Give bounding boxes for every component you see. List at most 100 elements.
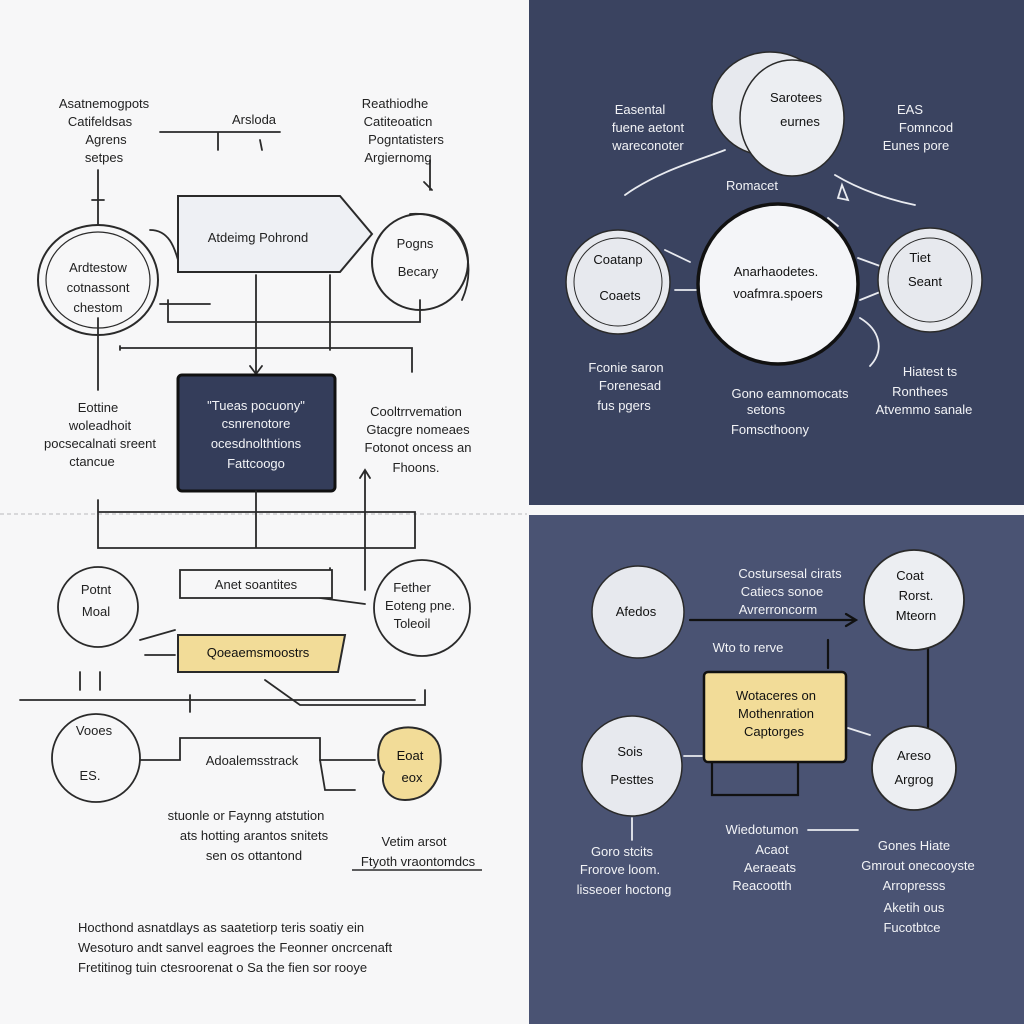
- br-note-right-3: Arropresss: [883, 878, 946, 893]
- bl-circle-left-line-1: Potnt: [81, 582, 112, 597]
- tr-connector-cr: [857, 257, 881, 301]
- tr-label-ramacs: Romacet: [726, 178, 778, 193]
- br-note-right-2: Gmrout onecooyste: [861, 858, 974, 873]
- tr-note-bc-2: setons: [747, 402, 786, 417]
- connector-mid: [119, 345, 413, 373]
- tr-note-bl-3: fus pgers: [597, 398, 651, 413]
- br-circle-tr-line-2: Rorst.: [899, 588, 934, 603]
- br-note-center-1: Wiedotumon: [726, 822, 799, 837]
- br-note-left-3: lisseoer hoctong: [577, 882, 672, 897]
- tr-circle-right-line-1: Tiet: [909, 250, 931, 265]
- note-top-right-2: Catiteoaticn: [364, 114, 433, 129]
- br-circle-tr: [863, 549, 965, 651]
- br-note-top-1: Costursesal cirats: [738, 566, 842, 581]
- connector-right-down: [423, 159, 433, 191]
- tr-connector-left: [624, 149, 726, 196]
- bl-note-cr-2: Gtacgre nomeaes: [366, 422, 470, 437]
- dark-box-line-2: csnrenotore: [222, 416, 291, 431]
- connector-yellow-left: [139, 629, 176, 656]
- tr-note-br-3: Atvemmo sanale: [876, 402, 973, 417]
- tr-circle-top-line-2: eurnes: [780, 114, 820, 129]
- tr-note-tl-3: wareconoter: [611, 138, 684, 153]
- bl-note-cr-3: Fotonot oncess an: [365, 440, 472, 455]
- note-top-center: Arsloda: [232, 112, 277, 127]
- tr-note-tl-2: fuene aetont: [612, 120, 685, 135]
- note-mid-left-2: woleadhoit: [68, 418, 132, 433]
- bl-footer-1: Hocthond asnatdlays as saatetiorp teris …: [78, 920, 364, 935]
- tr-circle-right-line-2: Seant: [908, 274, 942, 289]
- br-circle-bl-line-1: Sois: [617, 744, 643, 759]
- br-yellow-box-line-2: Mothenration: [738, 706, 814, 721]
- br-connector-box-bottom: [710, 760, 800, 797]
- dark-box-line-4: Fattcoogo: [227, 456, 285, 471]
- br-circle-br-line-2: Argrog: [894, 772, 933, 787]
- tr-center-circle: [696, 202, 860, 366]
- right-circle-line-2: Becary: [398, 264, 439, 279]
- pentagon-shape: [177, 195, 374, 273]
- tr-arrowhead: [836, 182, 850, 202]
- bl-yellow-blob-line-2: eox: [402, 770, 423, 785]
- connector-voces: [139, 737, 376, 761]
- bl-yellow-blob-line-1: Eoat: [397, 748, 424, 763]
- br-circle-br: [871, 725, 957, 811]
- bl-note-vetim-2: Ftyoth vraontomdcs: [361, 854, 476, 869]
- tr-center-circle-line-1: Anarhaodetes.: [734, 264, 819, 279]
- br-yellow-box-line-1: Wotaceres on: [736, 688, 816, 703]
- tr-note-bl-1: Fconie saron: [588, 360, 663, 375]
- br-yellow-box: [702, 670, 848, 764]
- tr-note-br-1: Hiatest ts: [903, 364, 958, 379]
- note-top-left-2: Catifeldsas: [68, 114, 133, 129]
- top-left-quadrant: Atdeimg Pohrond Ardtestow cotnassont che…: [37, 96, 470, 493]
- tr-note-bl-2: Forenesad: [599, 378, 661, 393]
- bl-note-bottom-3: sen os ottantond: [206, 848, 302, 863]
- br-label-mid: Wto to rerve: [713, 640, 784, 655]
- left-circle-line-1: Ardtestow: [69, 260, 127, 275]
- tr-center-circle-line-2: voafmra.spoers: [733, 286, 823, 301]
- note-mid-left-1: Eottine: [78, 400, 118, 415]
- bl-circle-left: [57, 566, 139, 648]
- bl-yellow-box-label: Qoeaemsmoostrs: [207, 645, 310, 660]
- connector-left-up: [91, 169, 105, 226]
- bl-note-vetim-1: Vetim arsot: [381, 834, 446, 849]
- connector-bottom-grid: [97, 490, 416, 549]
- bottom-left-quadrant: Potnt Moal Fether Eoteng pne. Toleoil Vo…: [19, 404, 482, 975]
- note-mid-left-3: pocsecalnati sreent: [44, 436, 156, 451]
- dark-box-line-1: "Tueas pocuony": [207, 398, 305, 413]
- connector-long: [19, 671, 416, 701]
- bl-label-adealem: Adoalemsstrack: [206, 753, 299, 768]
- br-circle-bl: [581, 715, 683, 817]
- tr-connector-cl: [664, 249, 701, 291]
- br-circle-tr-line-3: Mteorn: [896, 608, 936, 623]
- bl-circle-left-line-2: Moal: [82, 604, 110, 619]
- tr-note-tl-1: Easental: [615, 102, 666, 117]
- br-circle-tr-line-1: Coat: [896, 568, 924, 583]
- tr-circle-left: [565, 229, 671, 335]
- br-connector-low: [631, 817, 859, 841]
- bl-note-bottom-1: stuonle or Faynng atstution: [168, 808, 325, 823]
- bl-circle-right: [373, 559, 471, 657]
- bl-circle-voces-line-1: Vooes: [76, 723, 113, 738]
- br-note-left-1: Goro stcits: [591, 844, 654, 859]
- connector-vertical-right: [359, 468, 371, 591]
- br-note-right-1: Gones Hiate: [878, 838, 950, 853]
- bl-circle-right-line-3: Toleoil: [394, 616, 431, 631]
- br-note-right-4: Aketih ous: [884, 900, 945, 915]
- top-right-quadrant: Sarotees eurnes Anarhaodetes. voafmra.sp…: [565, 51, 983, 437]
- tr-circle-top-line-1: Sarotees: [770, 90, 823, 105]
- tr-note-tr-3: Eunes pore: [883, 138, 950, 153]
- bl-yellow-box: [177, 634, 347, 673]
- tr-circle-right: [877, 227, 983, 333]
- note-mid-left-4: ctancue: [69, 454, 115, 469]
- left-circle-line-3: chestom: [73, 300, 122, 315]
- tr-circle-left-line-2: Coaets: [599, 288, 641, 303]
- tr-circle-left-line-1: Coatanp: [593, 252, 642, 267]
- br-connector-top: [688, 612, 859, 628]
- dark-box: [176, 373, 337, 493]
- bl-note-cr-1: Cooltrrvemation: [370, 404, 462, 419]
- tr-circle-right-inner: [887, 237, 973, 323]
- bottom-right-quadrant: Afedos Coat Rorst. Mteorn Wotaceres on M…: [577, 549, 975, 935]
- br-note-top-3: Avrerroncorm: [739, 602, 818, 617]
- right-circle-sketch: [409, 213, 470, 301]
